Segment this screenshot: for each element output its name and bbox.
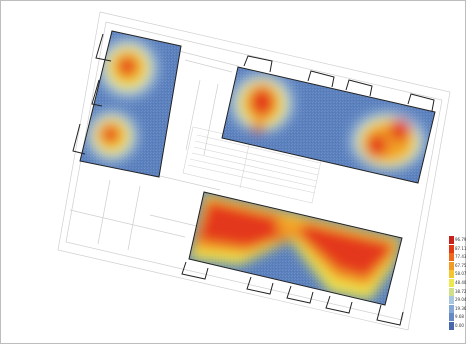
legend-row: 58.07	[449, 270, 466, 279]
balconies	[72, 33, 435, 326]
legend-swatch	[449, 279, 454, 287]
legend-row: 96.79	[449, 236, 466, 244]
legend-swatch	[449, 313, 454, 322]
legend-swatch	[449, 244, 454, 253]
legend-value-label: 0.00	[455, 323, 464, 328]
legend-row: 67.75	[449, 261, 466, 270]
legend-value-label: 48.40	[455, 280, 466, 285]
legend-row: 87.11	[449, 244, 466, 253]
legend-swatch	[449, 304, 454, 313]
zone-a-wall	[79, 30, 182, 178]
legend-value-label: 19.36	[455, 305, 466, 311]
legend-swatch	[449, 236, 454, 244]
legend-value-label: 9.68	[455, 314, 464, 320]
legend-swatch	[449, 261, 454, 270]
legend-value-label: 67.75	[455, 262, 466, 268]
heatmap-zone-c	[189, 192, 402, 305]
legend-swatch	[449, 296, 454, 305]
legend-swatch	[449, 322, 454, 330]
heatmap-zone-b	[222, 67, 435, 183]
legend-row: 0.00	[449, 322, 466, 330]
legend-swatch	[449, 270, 454, 279]
color-legend: 96.79 87.11 77.43 67.75 58.07 48.40 38.72 29.04…	[449, 236, 466, 332]
legend-row: 9.68	[449, 313, 466, 322]
legend-swatch	[449, 253, 454, 262]
legend-value-label: 58.07	[455, 271, 466, 277]
legend-row: 38.72	[449, 287, 466, 296]
zone-b-wall	[221, 66, 436, 184]
legend-swatch	[449, 287, 454, 296]
building-outline	[57, 11, 451, 331]
legend-row: 48.40	[449, 279, 466, 287]
legend-value-label: 96.79	[455, 237, 466, 242]
legend-row: 19.36	[449, 304, 466, 313]
legend-value-label: 77.43	[455, 254, 466, 260]
legend-row: 77.43	[449, 253, 466, 262]
legend-row: 29.04	[449, 296, 466, 305]
zone-c-wall	[188, 191, 403, 306]
legend-value-label: 38.72	[455, 288, 466, 294]
legend-value-label: 29.04	[455, 297, 466, 303]
legend-value-label: 87.11	[455, 245, 466, 251]
